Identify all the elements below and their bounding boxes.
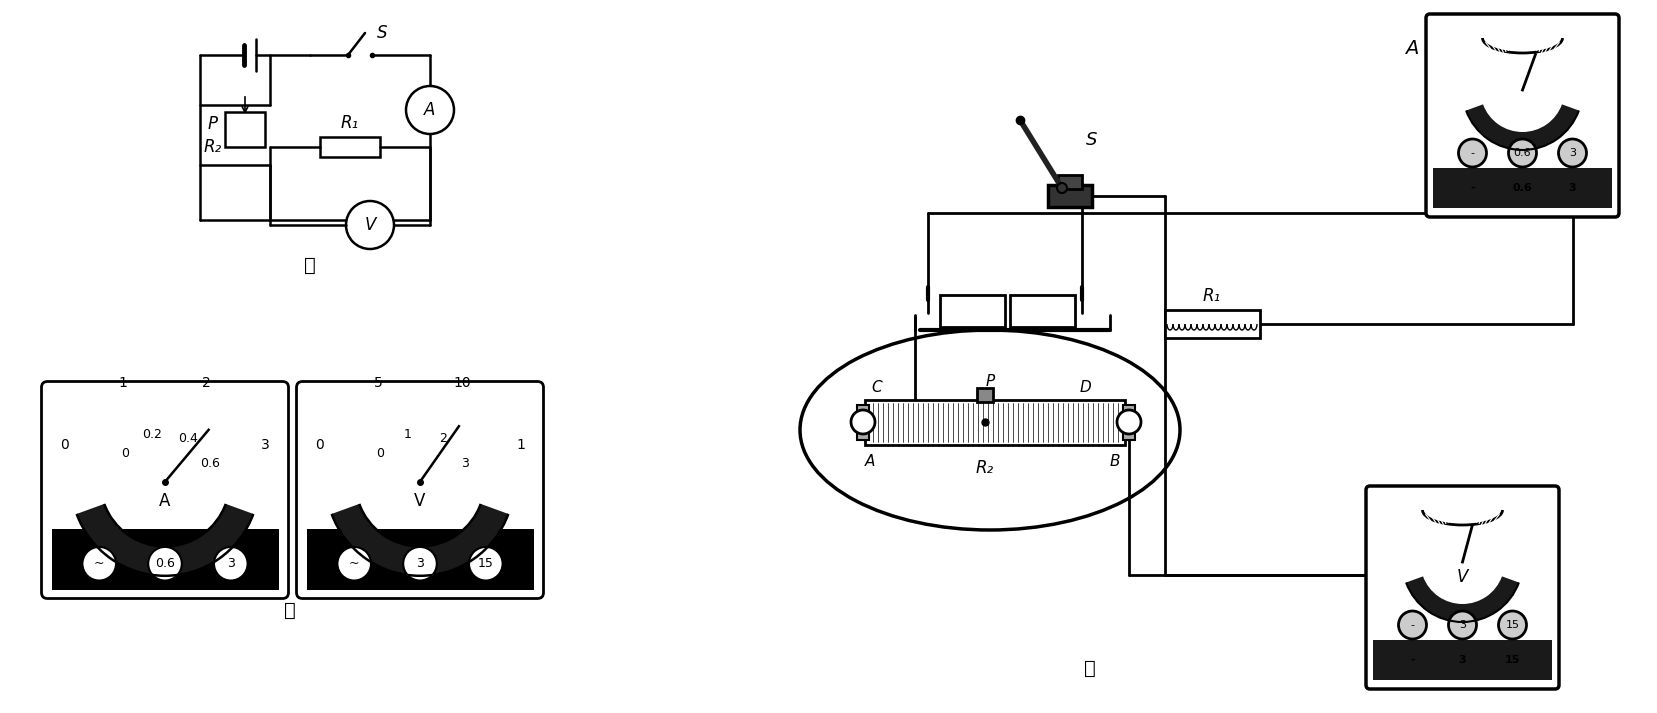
Text: 5: 5 — [374, 376, 383, 390]
Bar — [51, 529, 278, 590]
Circle shape — [214, 547, 247, 580]
Text: A: A — [865, 454, 875, 469]
Text: V: V — [414, 492, 426, 511]
Text: 15: 15 — [477, 558, 494, 570]
Bar — [1047, 185, 1092, 207]
Bar — [978, 388, 993, 402]
Circle shape — [469, 547, 502, 580]
Bar — [320, 137, 379, 157]
Bar — [857, 405, 868, 440]
Text: ~: ~ — [94, 558, 104, 570]
Text: 1: 1 — [119, 376, 128, 390]
Text: 1: 1 — [403, 429, 411, 441]
Text: C: C — [872, 381, 882, 396]
Text: 3: 3 — [1458, 655, 1466, 665]
Circle shape — [1508, 139, 1536, 167]
Text: D: D — [1079, 381, 1090, 396]
FancyBboxPatch shape — [1427, 14, 1619, 217]
FancyBboxPatch shape — [1365, 486, 1559, 689]
Text: A: A — [424, 101, 436, 119]
Text: -: - — [1410, 620, 1415, 630]
Text: R₂: R₂ — [204, 138, 222, 156]
Text: A: A — [1405, 39, 1418, 58]
Text: -: - — [1470, 148, 1475, 158]
Text: S: S — [376, 24, 388, 42]
Circle shape — [1448, 611, 1476, 639]
Circle shape — [1399, 611, 1427, 639]
Circle shape — [1559, 139, 1586, 167]
Text: V: V — [1457, 568, 1468, 586]
Circle shape — [147, 547, 182, 580]
Text: ~: ~ — [350, 558, 360, 570]
Text: 0: 0 — [315, 438, 323, 452]
Text: 3: 3 — [227, 558, 235, 570]
Text: 2: 2 — [202, 376, 210, 390]
Text: 3: 3 — [416, 558, 424, 570]
Text: 0: 0 — [121, 448, 129, 461]
Text: 0: 0 — [376, 448, 384, 461]
Bar — [865, 400, 1125, 445]
Text: 10: 10 — [452, 376, 471, 390]
Bar — [1374, 640, 1553, 680]
Circle shape — [1458, 139, 1486, 167]
Text: 3: 3 — [262, 438, 270, 452]
Text: 0.6: 0.6 — [1513, 183, 1533, 193]
Bar — [1123, 405, 1135, 440]
Text: 3: 3 — [1569, 148, 1576, 158]
Circle shape — [1057, 183, 1067, 193]
Text: 0: 0 — [60, 438, 70, 452]
Circle shape — [346, 201, 394, 249]
Text: 3: 3 — [1460, 620, 1466, 630]
Bar — [225, 112, 265, 147]
Text: 15: 15 — [1505, 655, 1519, 665]
Text: P: P — [986, 374, 994, 389]
Text: R₂: R₂ — [976, 459, 994, 477]
Text: 3: 3 — [461, 457, 469, 470]
Text: P: P — [209, 115, 219, 133]
Text: -: - — [1470, 183, 1475, 193]
FancyBboxPatch shape — [41, 381, 288, 598]
Text: 0.2: 0.2 — [143, 429, 162, 441]
Bar — [1011, 295, 1075, 327]
Text: 丙: 丙 — [283, 600, 297, 620]
Text: S: S — [1087, 131, 1097, 149]
Wedge shape — [76, 504, 254, 576]
Text: 0.6: 0.6 — [200, 457, 220, 470]
Text: 1: 1 — [515, 438, 525, 452]
Circle shape — [83, 547, 116, 580]
Bar — [940, 295, 1006, 327]
Text: 0.6: 0.6 — [156, 558, 176, 570]
Circle shape — [852, 410, 875, 434]
Text: B: B — [1110, 454, 1120, 469]
Circle shape — [1498, 611, 1526, 639]
Wedge shape — [1407, 576, 1519, 622]
Text: 甲: 甲 — [305, 255, 316, 275]
Text: 2: 2 — [439, 432, 447, 446]
Text: R₁: R₁ — [1203, 287, 1221, 305]
Text: 0.6: 0.6 — [1514, 148, 1531, 158]
Text: A: A — [159, 492, 171, 511]
Bar — [307, 529, 534, 590]
Text: 乙: 乙 — [1084, 659, 1095, 677]
Text: 3: 3 — [1569, 183, 1576, 193]
Circle shape — [403, 547, 437, 580]
Text: -: - — [1410, 655, 1415, 665]
Bar — [1059, 175, 1082, 189]
Circle shape — [338, 547, 371, 580]
Circle shape — [406, 86, 454, 134]
Wedge shape — [331, 504, 509, 576]
Bar — [1433, 168, 1612, 208]
Text: V: V — [365, 216, 376, 234]
Wedge shape — [1466, 104, 1579, 150]
Circle shape — [1117, 410, 1142, 434]
Text: R₁: R₁ — [341, 114, 360, 132]
Bar — [1165, 310, 1259, 338]
Text: 15: 15 — [1506, 620, 1519, 630]
FancyBboxPatch shape — [297, 381, 543, 598]
Text: 0.4: 0.4 — [177, 432, 197, 446]
